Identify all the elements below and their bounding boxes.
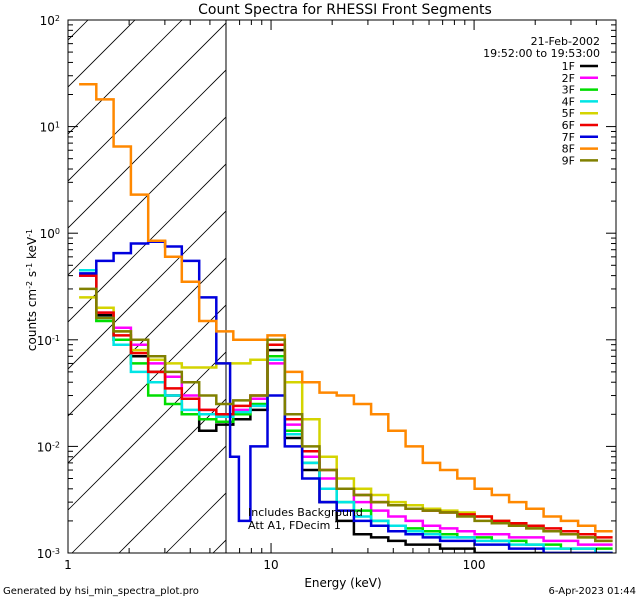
legend-label-5F: 5F (562, 107, 575, 120)
plot-frame (67, 19, 617, 554)
y-tick-label: 10-3 (37, 547, 60, 562)
x-tick-label: 1 (64, 558, 72, 572)
hatch-line (68, 20, 89, 41)
hatch-line (68, 22, 226, 182)
hatch-line (68, 257, 226, 417)
legend-label-9F: 9F (562, 154, 575, 167)
series-6F (79, 274, 613, 539)
legend-label-7F: 7F (562, 131, 575, 144)
y-tick-label: 102 (40, 14, 60, 29)
hatch-line (71, 398, 226, 553)
hatch-line (68, 210, 226, 370)
y-tick-labels: 10-3 10-2 10-1 100 101 102 (37, 14, 60, 562)
y-tick-label: 101 (40, 120, 60, 135)
y-axis-label: counts cm-2 s-1 keV-1 (25, 229, 40, 351)
legend-label-1F: 1F (562, 60, 575, 73)
x-tick-label: 100 (463, 558, 486, 572)
y-axis-label-sup2: -1 (25, 263, 34, 271)
series-9F (79, 287, 613, 543)
legend-label-6F: 6F (562, 119, 575, 132)
y-axis-label-mid: s (25, 271, 39, 281)
hatch-line (118, 445, 226, 553)
hatch-line (68, 116, 226, 276)
y-axis-label-main: counts cm (25, 289, 39, 351)
hatch-line (68, 304, 226, 464)
hatch-line (0, 20, 41, 553)
annotation-attenuator: Att A1, FDecim 1 (248, 519, 341, 532)
hatch-line (68, 69, 226, 229)
below-threshold-hatch (0, 20, 226, 553)
legend-label-2F: 2F (562, 72, 575, 85)
y-tick-label: 100 (40, 227, 60, 242)
x-tick-label: 10 (263, 558, 278, 572)
annotation-background: Includes Background (248, 506, 363, 519)
hatch-line (212, 539, 226, 553)
x-axis-label: Energy (keV) (304, 576, 381, 590)
series-8F (79, 82, 613, 533)
legend-date: 21-Feb-2002 (531, 35, 600, 48)
legend-time-range: 19:52:00 to 19:53:00 (483, 47, 600, 60)
hatch-line (68, 20, 183, 135)
legend-label-3F: 3F (562, 84, 575, 97)
legend-label-8F: 8F (562, 143, 575, 156)
y-axis-label-sup1: -2 (25, 281, 34, 289)
y-tick-label: 10-1 (37, 333, 60, 348)
chart-title: Count Spectra for RHESSI Front Segments (198, 2, 492, 18)
x-tick-labels: 1 10 100 (64, 558, 485, 572)
legend-label-4F: 4F (562, 95, 575, 108)
series-2F (79, 274, 613, 546)
series-group (79, 82, 613, 553)
y-axis-label-end: keV (25, 236, 39, 263)
hatch-line (68, 351, 226, 511)
axis-ticks (67, 19, 617, 554)
hatch-line (68, 163, 226, 323)
footer-timestamp: 6-Apr-2023 01:44 (549, 586, 636, 597)
y-axis-label-sup3: -1 (25, 229, 34, 237)
y-tick-label: 10-2 (37, 440, 60, 455)
footer-generated-by: Generated by hsi_min_spectra_plot.pro (3, 586, 199, 597)
